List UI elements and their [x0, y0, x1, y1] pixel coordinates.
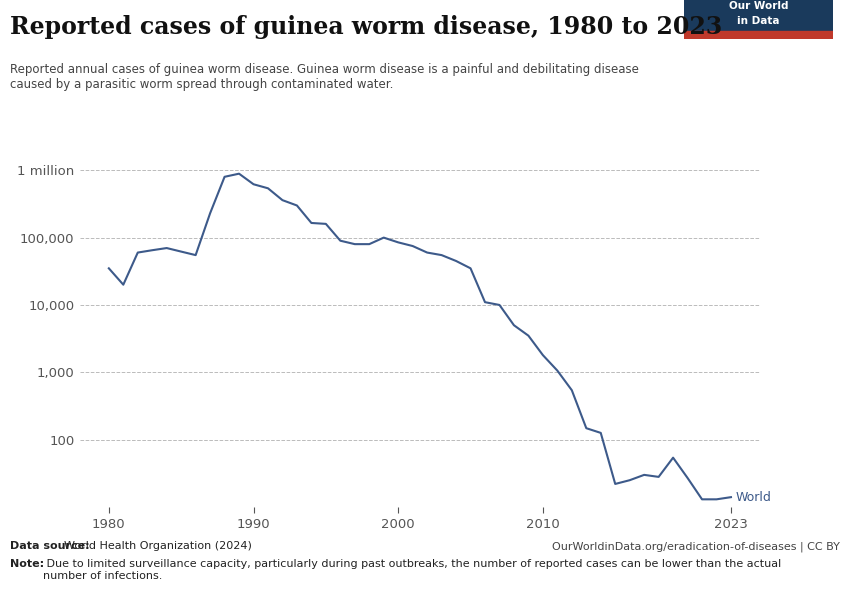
Bar: [684, 31, 833, 39]
Text: Reported cases of guinea worm disease, 1980 to 2023: Reported cases of guinea worm disease, 1…: [10, 15, 722, 39]
Text: in Data: in Data: [737, 16, 779, 26]
Text: Note:: Note:: [10, 559, 44, 569]
Text: Data source:: Data source:: [10, 541, 90, 551]
Text: World Health Organization (2024): World Health Organization (2024): [64, 541, 252, 551]
Text: World: World: [735, 491, 771, 503]
Text: OurWorldinData.org/eradication-of-diseases | CC BY: OurWorldinData.org/eradication-of-diseas…: [552, 541, 840, 552]
Text: Our World: Our World: [728, 1, 788, 11]
Text: Reported annual cases of guinea worm disease. Guinea worm disease is a painful a: Reported annual cases of guinea worm dis…: [10, 63, 639, 91]
Text: Due to limited surveillance capacity, particularly during past outbreaks, the nu: Due to limited surveillance capacity, pa…: [43, 559, 782, 581]
